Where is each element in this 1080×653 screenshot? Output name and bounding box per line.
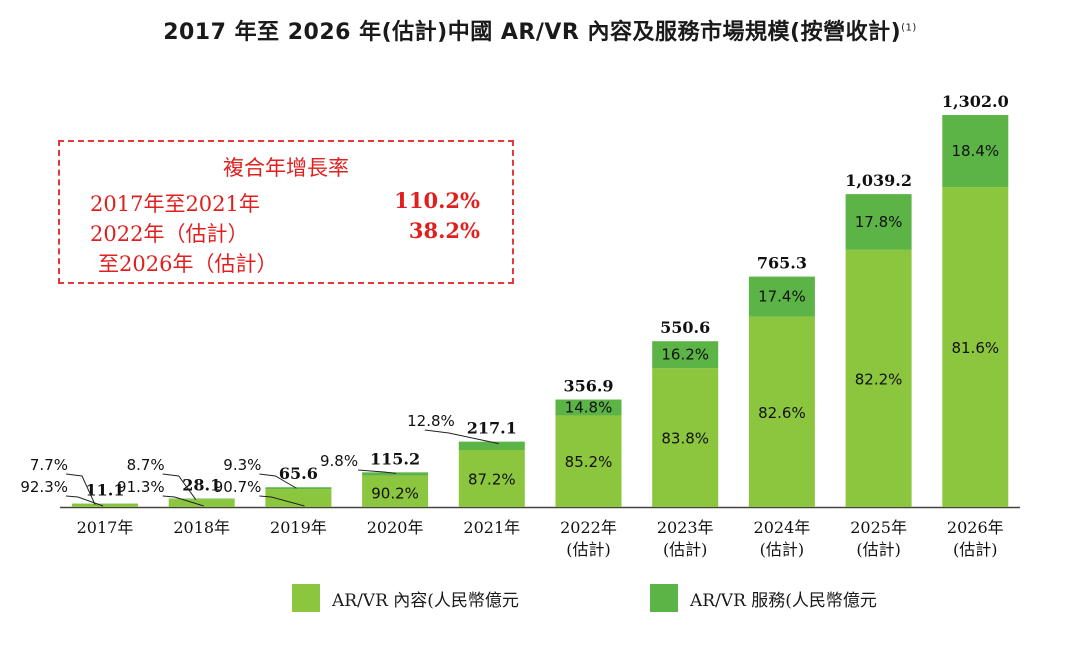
callout-line [259,495,305,507]
legend-label-content: AR/VR 內容(人民幣億元 [332,590,519,611]
legend-swatch-service [650,584,678,612]
bar-content [362,475,429,507]
bar-content [72,503,138,507]
share-label-service: 16.2% [661,346,709,364]
cagr-row-label: 2022年（估計） [90,222,249,246]
callout-line [424,429,499,445]
bar-content [942,187,1009,508]
share-label-service: 17.4% [758,288,806,306]
share-label-content: 82.2% [855,370,903,388]
share-label-service: 12.8% [407,412,455,430]
bar-service [748,276,815,317]
callout-line [65,473,96,505]
total-label: 356.9 [563,377,613,396]
bar-content [168,499,235,507]
share-label-content: 85.2% [565,453,613,471]
total-label: 11.1 [86,481,125,500]
x-tick-label: (估計) [566,540,611,559]
callout-line [358,469,397,474]
bar-content [265,489,332,507]
callout-line [162,495,204,507]
total-label: 28.1 [182,476,221,495]
bar-service [555,399,622,416]
x-tick-label: 2023年 [657,518,714,537]
share-label-service: 7.7% [30,456,68,474]
bar-service [168,498,235,500]
callout-line [65,495,104,507]
x-tick-label: 2020年 [367,518,424,537]
bar-content [748,316,815,507]
bar-service [652,341,719,369]
legend-swatch-content [292,584,320,612]
x-tick-label: (估計) [856,540,901,559]
x-tick-label: (估計) [953,540,998,559]
cagr-row-label: 至2026年（估計） [98,252,278,276]
bar-service [845,194,912,250]
bar-content [555,415,622,507]
share-label-service: 18.4% [951,142,999,160]
total-label: 115.2 [370,449,420,468]
bar-service [72,503,138,505]
share-label-content: 83.8% [661,430,709,448]
x-tick-label: 2026年 [947,518,1004,537]
share-label-content: 87.2% [468,471,516,489]
total-label: 1,302.0 [942,92,1009,111]
share-label-service: 8.7% [127,456,165,474]
cagr-heading: 複合年增長率 [223,156,349,180]
legend-label-service: AR/VR 服務(人民幣億元 [690,590,877,611]
x-tick-label: 2025年 [850,518,907,537]
callout-line [162,473,197,500]
bar-service [942,115,1009,188]
share-label-content: 82.6% [758,404,806,422]
share-label-content: 91.3% [117,478,165,496]
total-label: 550.6 [660,318,710,337]
x-tick-label: (估計) [760,540,805,559]
cagr-row-value: 38.2% [408,218,480,243]
share-label-service: 9.3% [223,456,261,474]
bar-service [265,487,332,490]
share-label-content: 81.6% [951,339,999,357]
cagr-row-value: 110.2% [394,188,480,213]
bar-content [458,450,525,507]
title-footnote: (1) [901,22,917,34]
bar-service [362,472,429,476]
legend-item-content: AR/VR 內容(人民幣億元 [292,583,519,613]
share-label-service: 9.8% [320,452,358,470]
legend-item-service: AR/VR 服務(人民幣億元 [650,583,877,613]
x-tick-label: 2021年 [463,518,520,537]
x-tick-label: 2022年 [560,518,617,537]
share-label-content: 90.7% [214,478,262,496]
bar-service [458,441,525,451]
chart-title: 2017 年至 2026 年(估計)中國 AR/VR 內容及服務市場規模(按營收… [0,14,1080,46]
share-label-service: 14.8% [565,398,613,416]
x-tick-label: 2017年 [77,518,134,537]
cagr-box: 複合年增長率 2017年至2021年 110.2% 2022年（估計） 38.2… [58,140,514,284]
share-label-content: 90.2% [371,484,419,502]
bar-content [652,368,719,507]
cagr-row-label: 2017年至2021年 [90,192,260,216]
x-tick-label: 2018年 [173,518,230,537]
x-tick-label: (估計) [663,540,708,559]
total-label: 765.3 [757,254,807,273]
chart-title-text: 2017 年至 2026 年(估計)中國 AR/VR 內容及服務市場規模(按營收… [163,20,902,45]
bar-content [845,249,912,507]
callout-line [259,473,297,489]
share-label-content: 92.3% [20,478,68,496]
total-label: 65.6 [279,464,318,483]
share-label-service: 17.8% [855,213,903,231]
x-tick-label: 2019年 [270,518,327,537]
x-tick-label: 2024年 [754,518,811,537]
total-label: 1,039.2 [845,171,912,190]
total-label: 217.1 [467,419,517,438]
